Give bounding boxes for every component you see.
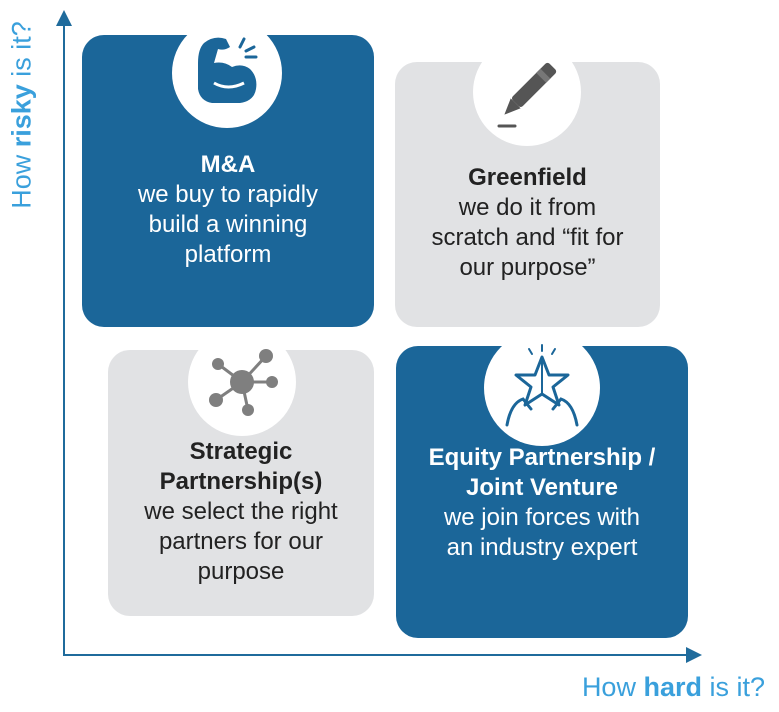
x-axis-label-emphasis: hard: [643, 672, 702, 702]
pen-icon: [473, 38, 581, 146]
x-axis-line: [63, 654, 693, 656]
x-axis-label-prefix: How: [581, 672, 644, 702]
quadrant-strategic-title: Strategic Partnership(s): [159, 438, 323, 495]
quadrant-greenfield-text: Greenfield we do it from scratch and “fi…: [395, 163, 660, 283]
quadrant-strategic-card: Strategic Partnership(s) we select the r…: [108, 350, 374, 616]
y-axis-label: How risky is it?: [7, 21, 38, 209]
quadrant-ma-text: M&A we buy to rapidly build a winning pl…: [82, 150, 374, 270]
quadrant-greenfield-description: we do it from scratch and “fit for our p…: [431, 194, 624, 281]
x-axis-arrow-icon: [686, 647, 702, 663]
x-axis-label-suffix: is it?: [701, 672, 765, 702]
network-hub-icon: [188, 328, 296, 436]
flexed-bicep-icon: [172, 18, 282, 128]
quadrant-equity-text: Equity Partnership / Joint Venture we jo…: [396, 443, 688, 563]
x-axis-label: How hard is it?: [582, 672, 765, 703]
y-axis-label-emphasis: risky: [6, 84, 37, 148]
y-axis-label-suffix: is it?: [6, 21, 37, 85]
quadrant-strategic-description: we select the right partners for our pur…: [144, 498, 338, 585]
quadrant-strategic-text: Strategic Partnership(s) we select the r…: [108, 437, 374, 587]
hands-star-icon: [484, 330, 600, 446]
quadrant-greenfield-title: Greenfield: [468, 164, 587, 191]
y-axis-label-prefix: How: [6, 147, 37, 209]
y-axis-line: [63, 24, 65, 656]
quadrant-equity-description: we join forces with an industry expert: [443, 504, 641, 561]
quadrant-ma-title: M&A: [200, 151, 256, 178]
y-axis-arrow-icon: [56, 10, 72, 26]
quadrant-ma-description: we buy to rapidly build a winning platfo…: [137, 181, 319, 268]
quadrant-equity-title: Equity Partnership / Joint Venture: [428, 444, 656, 501]
